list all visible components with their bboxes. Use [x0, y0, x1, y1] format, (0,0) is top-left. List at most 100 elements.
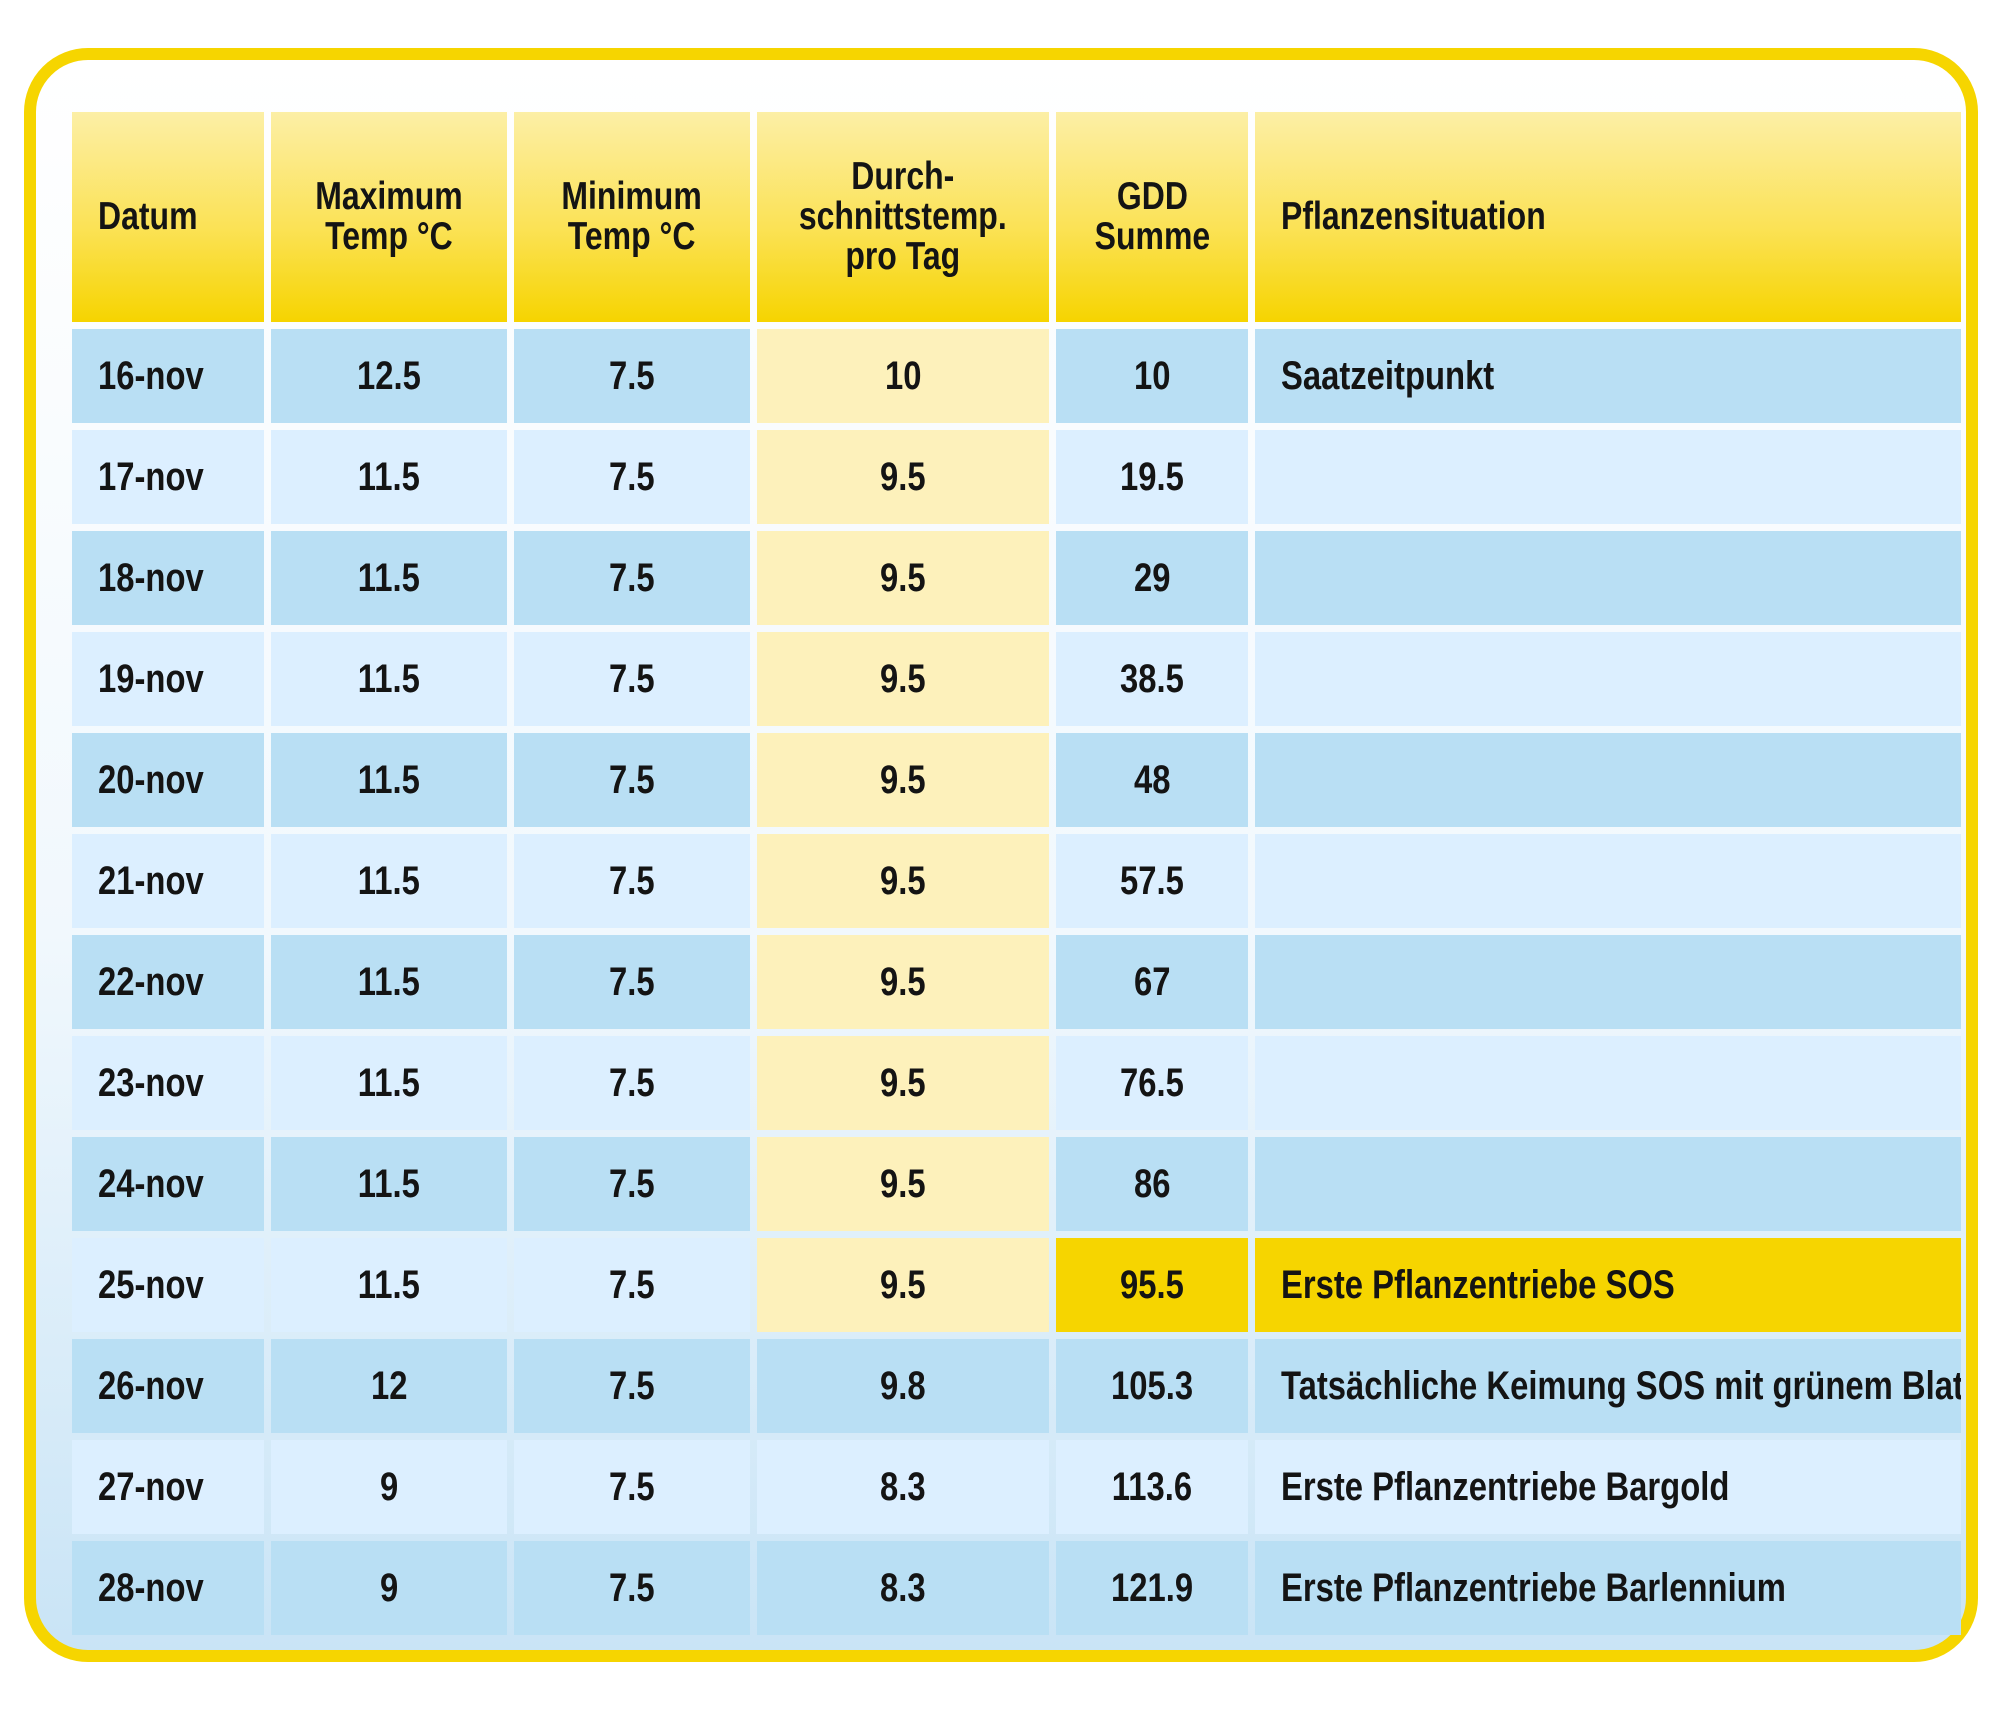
cell-plant-situation-text: Erste Pflanzentriebe Bargold — [1281, 1464, 1730, 1509]
cell-min-temp-text: 7.5 — [609, 858, 655, 903]
cell-min-temp-text: 7.5 — [609, 1464, 655, 1509]
cell-gdd-sum: 38.5 — [1056, 632, 1248, 726]
cell-avg-temp-text: 10 — [884, 353, 922, 398]
cell-datum: 16-nov — [72, 329, 264, 423]
cell-max-temp: 11.5 — [271, 531, 507, 625]
cell-gdd-sum-text: 76.5 — [1120, 1060, 1184, 1105]
cell-avg-temp-text: 8.3 — [880, 1565, 926, 1610]
header-gdd-sum: GDD Summe — [1056, 112, 1248, 322]
cell-plant-situation — [1255, 531, 1961, 625]
cell-datum-text: 18-nov — [98, 555, 204, 600]
cell-min-temp: 7.5 — [514, 1036, 750, 1130]
cell-max-temp-text: 11.5 — [357, 555, 421, 600]
cell-min-temp-text: 7.5 — [609, 555, 655, 600]
cell-max-temp: 11.5 — [271, 632, 507, 726]
cell-gdd-sum-text: 113.6 — [1111, 1464, 1193, 1509]
cell-plant-situation: Erste Pflanzentriebe Bargold — [1255, 1440, 1961, 1534]
cell-max-temp-text: 11.5 — [357, 959, 421, 1004]
cell-datum: 17-nov — [72, 430, 264, 524]
cell-datum-text: 28-nov — [98, 1565, 204, 1610]
cell-max-temp: 11.5 — [271, 935, 507, 1029]
cell-gdd-sum: 29 — [1056, 531, 1248, 625]
cell-gdd-sum-text: 57.5 — [1120, 858, 1184, 903]
cell-avg-temp-text: 9.5 — [880, 656, 926, 701]
cell-plant-situation: Saatzeitpunkt — [1255, 329, 1961, 423]
cell-gdd-sum-text: 29 — [1133, 555, 1171, 600]
cell-datum: 27-nov — [72, 1440, 264, 1534]
cell-min-temp: 7.5 — [514, 1238, 750, 1332]
cell-plant-situation — [1255, 935, 1961, 1029]
cell-avg-temp: 9.5 — [757, 834, 1049, 928]
header-datum-text: Datum — [98, 195, 198, 238]
cell-datum: 19-nov — [72, 632, 264, 726]
cell-avg-temp: 10 — [757, 329, 1049, 423]
cell-gdd-sum-text: 38.5 — [1120, 656, 1184, 701]
cell-max-temp-text: 11.5 — [357, 454, 421, 499]
cell-avg-temp-text: 8.3 — [880, 1464, 926, 1509]
header-avg-temp-text: Durch- schnittstemp. pro Tag — [799, 155, 1007, 278]
cell-min-temp-text: 7.5 — [609, 454, 655, 499]
cell-max-temp-text: 11.5 — [357, 1060, 421, 1105]
cell-avg-temp: 9.5 — [757, 531, 1049, 625]
cell-max-temp: 11.5 — [271, 1036, 507, 1130]
cell-avg-temp: 9.5 — [757, 1238, 1049, 1332]
cell-gdd-sum-text: 121.9 — [1110, 1565, 1194, 1610]
cell-avg-temp-text: 9.5 — [880, 454, 926, 499]
cell-min-temp: 7.5 — [514, 834, 750, 928]
cell-min-temp-text: 7.5 — [609, 959, 655, 1004]
cell-plant-situation-text: Tatsächliche Keimung SOS mit grünem Blat… — [1281, 1363, 1961, 1408]
cell-datum: 21-nov — [72, 834, 264, 928]
cell-gdd-sum: 86 — [1056, 1137, 1248, 1231]
cell-plant-situation-text: Saatzeitpunkt — [1281, 353, 1495, 398]
cell-datum-text: 20-nov — [98, 757, 204, 802]
cell-avg-temp: 9.5 — [757, 1137, 1049, 1231]
cell-max-temp: 9 — [271, 1440, 507, 1534]
cell-avg-temp: 9.5 — [757, 733, 1049, 827]
cell-plant-situation — [1255, 430, 1961, 524]
cell-datum: 26-nov — [72, 1339, 264, 1433]
cell-min-temp: 7.5 — [514, 1440, 750, 1534]
cell-avg-temp: 8.3 — [757, 1440, 1049, 1534]
header-max-temp-text: Maximum Temp °C — [315, 175, 463, 258]
cell-avg-temp-text: 9.5 — [880, 1262, 926, 1307]
header-max-temp: Maximum Temp °C — [271, 112, 507, 322]
cell-avg-temp-text: 9.5 — [880, 1161, 926, 1206]
header-avg-temp: Durch- schnittstemp. pro Tag — [757, 112, 1049, 322]
cell-datum: 18-nov — [72, 531, 264, 625]
cell-avg-temp-text: 9.5 — [880, 555, 926, 600]
cell-avg-temp: 9.5 — [757, 430, 1049, 524]
cell-gdd-sum: 113.6 — [1056, 1440, 1248, 1534]
header-plant-situation: Pflanzensituation — [1255, 112, 1961, 322]
cell-datum: 28-nov — [72, 1541, 264, 1635]
cell-min-temp-text: 7.5 — [609, 656, 655, 701]
header-datum: Datum — [72, 112, 264, 322]
cell-gdd-sum: 95.5 — [1056, 1238, 1248, 1332]
cell-plant-situation — [1255, 1036, 1961, 1130]
cell-plant-situation: Erste Pflanzentriebe Barlennium — [1255, 1541, 1961, 1635]
cell-datum-text: 21-nov — [98, 858, 204, 903]
cell-gdd-sum: 10 — [1056, 329, 1248, 423]
cell-datum-text: 17-nov — [98, 454, 204, 499]
header-plant-situation-text: Pflanzensituation — [1281, 195, 1546, 238]
cell-max-temp: 12 — [271, 1339, 507, 1433]
cell-datum-text: 27-nov — [98, 1464, 204, 1509]
cell-gdd-sum-text: 67 — [1133, 959, 1171, 1004]
cell-max-temp: 11.5 — [271, 1137, 507, 1231]
cell-plant-situation: Tatsächliche Keimung SOS mit grünem Blat… — [1255, 1339, 1961, 1433]
cell-avg-temp-text: 9.5 — [880, 1060, 926, 1105]
cell-max-temp-text: 11.5 — [357, 656, 421, 701]
cell-datum: 24-nov — [72, 1137, 264, 1231]
cell-datum-text: 26-nov — [98, 1363, 204, 1408]
cell-gdd-sum: 76.5 — [1056, 1036, 1248, 1130]
cell-min-temp: 7.5 — [514, 531, 750, 625]
cell-max-temp-text: 12 — [370, 1363, 408, 1408]
cell-max-temp-text: 12.5 — [357, 353, 421, 398]
cell-min-temp-text: 7.5 — [609, 353, 655, 398]
cell-min-temp: 7.5 — [514, 632, 750, 726]
cell-gdd-sum: 57.5 — [1056, 834, 1248, 928]
cell-gdd-sum-text: 86 — [1133, 1161, 1171, 1206]
cell-max-temp: 12.5 — [271, 329, 507, 423]
cell-min-temp: 7.5 — [514, 1541, 750, 1635]
cell-avg-temp-text: 9.5 — [880, 858, 926, 903]
cell-avg-temp: 9.5 — [757, 632, 1049, 726]
